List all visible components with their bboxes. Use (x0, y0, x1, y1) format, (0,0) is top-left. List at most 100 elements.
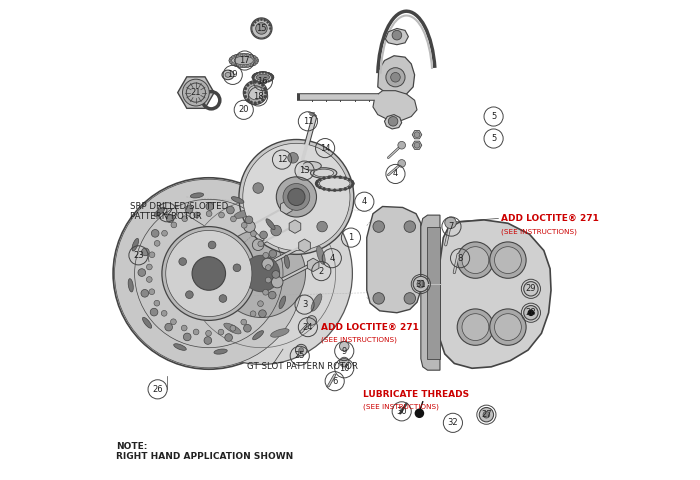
Ellipse shape (316, 176, 354, 191)
Circle shape (252, 76, 254, 78)
Circle shape (272, 78, 274, 80)
Polygon shape (440, 220, 551, 368)
Circle shape (258, 310, 266, 317)
Ellipse shape (271, 329, 289, 337)
Circle shape (246, 64, 249, 67)
Text: 30: 30 (396, 407, 407, 416)
Ellipse shape (201, 236, 212, 253)
Circle shape (483, 411, 490, 418)
Circle shape (262, 289, 269, 295)
Polygon shape (281, 201, 292, 214)
Circle shape (391, 72, 400, 82)
Circle shape (299, 348, 304, 352)
Circle shape (268, 291, 276, 299)
Circle shape (414, 408, 424, 418)
Text: 4: 4 (329, 254, 335, 263)
Circle shape (194, 212, 199, 218)
Ellipse shape (174, 344, 186, 350)
Circle shape (263, 252, 269, 258)
Ellipse shape (154, 207, 165, 216)
Text: 24: 24 (302, 323, 313, 332)
Circle shape (269, 24, 270, 26)
Text: 9: 9 (342, 347, 347, 356)
Circle shape (351, 180, 354, 183)
Circle shape (480, 408, 494, 422)
Circle shape (265, 91, 267, 94)
Circle shape (255, 61, 258, 64)
Circle shape (166, 230, 252, 317)
Ellipse shape (222, 70, 234, 80)
Circle shape (206, 211, 212, 216)
Circle shape (254, 102, 257, 105)
Circle shape (241, 319, 246, 325)
Ellipse shape (311, 168, 337, 178)
Circle shape (230, 57, 232, 60)
Text: 18: 18 (253, 92, 263, 101)
Text: 12: 12 (276, 155, 287, 164)
Circle shape (340, 357, 349, 367)
Text: 17: 17 (239, 56, 250, 65)
Text: NOTE:
RIGHT HAND APPLICATION SHOWN: NOTE: RIGHT HAND APPLICATION SHOWN (116, 442, 294, 461)
Circle shape (250, 82, 253, 84)
Circle shape (261, 98, 264, 101)
Circle shape (270, 73, 272, 75)
Circle shape (269, 250, 276, 258)
Circle shape (404, 221, 416, 232)
Circle shape (317, 221, 328, 232)
Circle shape (323, 177, 326, 180)
Circle shape (417, 280, 425, 288)
Circle shape (256, 72, 258, 74)
Circle shape (254, 79, 256, 81)
Circle shape (344, 177, 346, 180)
Circle shape (254, 22, 256, 24)
Text: 25: 25 (295, 351, 305, 360)
Circle shape (316, 184, 318, 187)
Circle shape (262, 81, 264, 83)
Text: 10: 10 (339, 364, 349, 373)
Ellipse shape (132, 239, 139, 251)
Circle shape (351, 182, 354, 185)
Circle shape (258, 82, 260, 84)
Circle shape (398, 142, 405, 149)
Circle shape (250, 101, 253, 104)
Ellipse shape (143, 317, 152, 328)
Circle shape (328, 176, 338, 187)
Circle shape (272, 271, 279, 278)
Circle shape (186, 205, 192, 213)
Text: 16: 16 (258, 77, 268, 85)
Circle shape (288, 153, 298, 163)
Circle shape (256, 23, 267, 34)
Ellipse shape (319, 178, 350, 189)
Circle shape (260, 231, 267, 239)
Polygon shape (412, 131, 422, 139)
Circle shape (528, 310, 534, 316)
Circle shape (348, 186, 351, 189)
Circle shape (490, 309, 526, 345)
Circle shape (262, 72, 264, 73)
Circle shape (373, 293, 384, 304)
Circle shape (315, 182, 318, 185)
Circle shape (265, 81, 267, 83)
Text: 21: 21 (190, 88, 201, 97)
Polygon shape (421, 215, 440, 370)
Circle shape (457, 242, 494, 278)
Circle shape (265, 264, 271, 270)
Text: 20: 20 (239, 105, 249, 114)
Polygon shape (373, 91, 417, 120)
Circle shape (171, 319, 176, 324)
Ellipse shape (302, 161, 321, 170)
Circle shape (333, 175, 336, 178)
Text: GT SLOT PATTERN ROTOR: GT SLOT PATTERN ROTOR (247, 362, 358, 372)
Polygon shape (367, 206, 421, 313)
Text: 1: 1 (349, 233, 354, 242)
Circle shape (238, 54, 241, 57)
Text: (SEE INSTRUCTIONS): (SEE INSTRUCTIONS) (363, 403, 440, 410)
Circle shape (183, 333, 191, 341)
Text: 11: 11 (302, 117, 313, 126)
Circle shape (256, 80, 258, 82)
Circle shape (229, 59, 232, 62)
Circle shape (251, 18, 272, 39)
Text: 3: 3 (302, 300, 307, 309)
Circle shape (181, 325, 187, 331)
Circle shape (234, 64, 237, 67)
